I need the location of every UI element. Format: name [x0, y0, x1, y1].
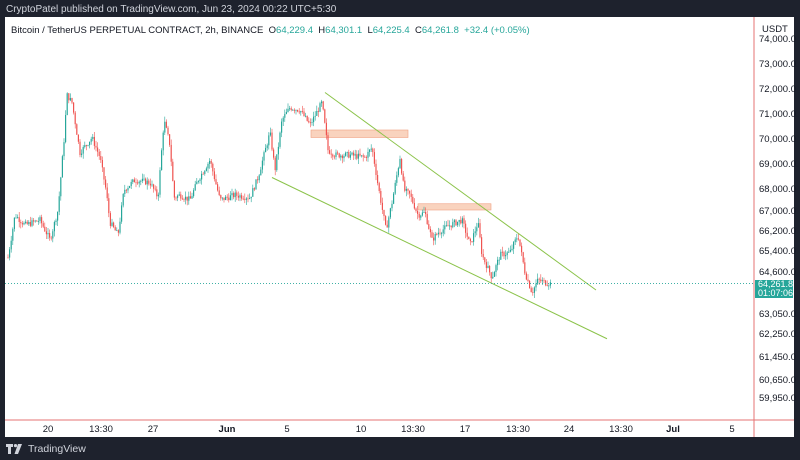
change-value: +32.4 (+0.05%) — [464, 25, 530, 36]
symbol-legend: Bitcoin / TetherUS PERPETUAL CONTRACT, 2… — [11, 25, 530, 36]
price-tick: 72,000.0 — [759, 84, 796, 95]
time-tick: 13:30 — [506, 424, 530, 435]
price-tick: 68,000.0 — [759, 184, 796, 195]
resistance-zone[interactable] — [417, 203, 492, 211]
chart-panel[interactable] — [5, 17, 794, 437]
resistance-zones[interactable] — [310, 129, 492, 211]
time-tick: 17 — [459, 424, 471, 435]
price-tick: 63,050.0 — [759, 309, 796, 320]
high-value: 64,301.1 — [325, 25, 363, 36]
price-tick: 73,000.0 — [759, 59, 796, 70]
time-tick: Jul — [666, 424, 680, 435]
time-tick: 5 — [729, 424, 735, 435]
upper-trendline[interactable] — [324, 92, 597, 291]
time-tick: 13:30 — [609, 424, 633, 435]
trendlines[interactable] — [271, 92, 608, 340]
price-tick: 64,600.0 — [759, 267, 796, 278]
price-tick: 66,200.0 — [759, 226, 796, 237]
price-tick: 74,000.0 — [759, 34, 796, 45]
time-tick: 10 — [355, 424, 367, 435]
open-label: O — [268, 25, 277, 36]
bar-countdown: 01:07:06 — [758, 288, 794, 298]
close-label: C — [415, 25, 422, 36]
low-value: 64,225.4 — [372, 25, 410, 36]
time-tick: 13:30 — [401, 424, 425, 435]
resistance-zone[interactable] — [310, 129, 409, 138]
brand-name: TradingView — [28, 443, 86, 455]
price-tick: 65,400.0 — [759, 246, 796, 257]
open-value: 64,229.4 — [276, 25, 314, 36]
price-tick: 62,250.0 — [759, 329, 796, 340]
last-price: 64,261.8 — [758, 279, 794, 289]
lower-trendline[interactable] — [271, 177, 608, 340]
symbol-name: Bitcoin / TetherUS PERPETUAL CONTRACT, 2… — [11, 25, 264, 36]
tradingview-logo[interactable]: TradingView — [6, 443, 86, 455]
price-tick: 59,950.0 — [759, 393, 796, 404]
price-tick: 69,000.0 — [759, 159, 796, 170]
price-tick: 61,450.0 — [759, 352, 796, 363]
time-tick: 20 — [42, 424, 54, 435]
low-label: L — [367, 25, 373, 36]
time-tick: 24 — [563, 424, 575, 435]
price-tick: 70,000.0 — [759, 134, 796, 145]
published-by-text: CryptoPatel published on TradingView.com… — [6, 4, 337, 15]
high-label: H — [318, 25, 326, 36]
candlesticks — [7, 92, 551, 298]
last-price-badge: 64,261.8 01:07:06 — [755, 280, 793, 298]
time-tick: Jun — [218, 424, 236, 435]
close-value: 64,261.8 — [421, 25, 459, 36]
tradingview-logo-icon — [6, 444, 22, 454]
time-tick: 13:30 — [89, 424, 113, 435]
currency-label: USDT — [762, 24, 788, 35]
price-tick: 60,650.0 — [759, 375, 796, 386]
price-tick: 71,000.0 — [759, 109, 796, 120]
price-tick: 67,000.0 — [759, 206, 796, 217]
time-tick: 27 — [147, 424, 159, 435]
time-tick: 5 — [284, 424, 290, 435]
